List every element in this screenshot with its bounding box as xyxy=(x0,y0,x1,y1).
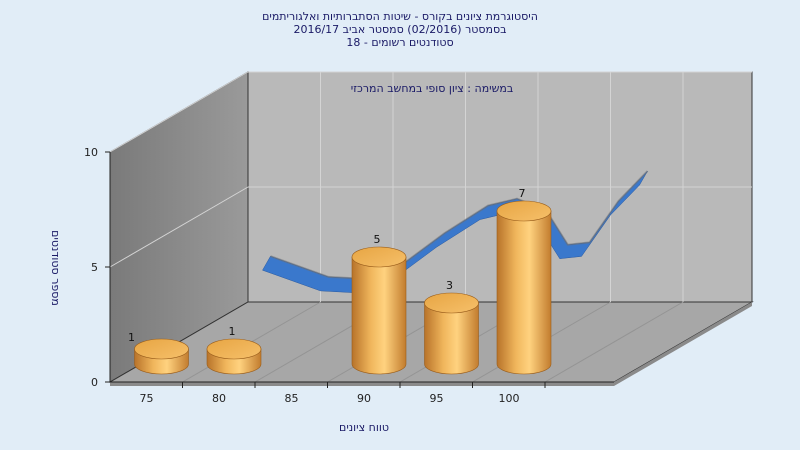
bar-top xyxy=(134,338,189,360)
chart-annotation: במשימה : ציון סופי במחשב המרכזי xyxy=(351,82,514,95)
chart-title: היסטוגרמת ציונים בקורס - שיטות הסתברותיו… xyxy=(0,10,800,49)
bar xyxy=(134,338,189,375)
bar-top xyxy=(496,200,552,222)
x-tick-label: 80 xyxy=(212,392,226,405)
grid-line-left xyxy=(109,71,249,153)
bar-body xyxy=(351,256,407,375)
data-label: 1 xyxy=(229,325,236,338)
data-label: 5 xyxy=(374,233,381,246)
bar-top xyxy=(206,338,262,360)
bar xyxy=(206,338,262,375)
bar-top xyxy=(351,246,407,268)
bar xyxy=(351,246,407,375)
title-line-1: היסטוגרמת ציונים בקורס - שיטות הסתברותיו… xyxy=(262,10,538,23)
x-tick-label: 75 xyxy=(140,392,154,405)
bar-top xyxy=(424,292,479,314)
title-line-2: בסמסטר (02/2016) סמסטר אביב 2016/17 xyxy=(293,23,507,36)
data-label: 7 xyxy=(519,187,526,200)
y-tick-label: 5 xyxy=(91,261,98,274)
y-tick-label: 10 xyxy=(84,146,98,159)
bar xyxy=(424,292,479,375)
data-labels: 1 1 5 3 7 xyxy=(128,187,526,344)
x-tick-label: 100 xyxy=(499,392,520,405)
bar xyxy=(496,200,552,375)
bar-body xyxy=(496,210,552,375)
x-tick-label: 90 xyxy=(357,392,371,405)
data-label: 3 xyxy=(446,279,453,292)
x-tick-label: 95 xyxy=(430,392,444,405)
title-line-3: סטודנטים רשומים - 18 xyxy=(346,36,454,49)
floor-edge xyxy=(110,382,614,386)
x-tick-label: 85 xyxy=(285,392,299,405)
grid-line-left xyxy=(109,186,249,268)
bar-body xyxy=(424,302,479,375)
y-axis-label: מספר סטודנטים xyxy=(49,230,62,306)
x-axis-label: טווח ציונים xyxy=(339,421,389,434)
grid-line-floor xyxy=(544,301,684,383)
y-tick-label: 0 xyxy=(91,376,98,389)
bars xyxy=(134,200,552,375)
data-label: 1 xyxy=(128,331,135,344)
right-edge xyxy=(614,302,752,386)
